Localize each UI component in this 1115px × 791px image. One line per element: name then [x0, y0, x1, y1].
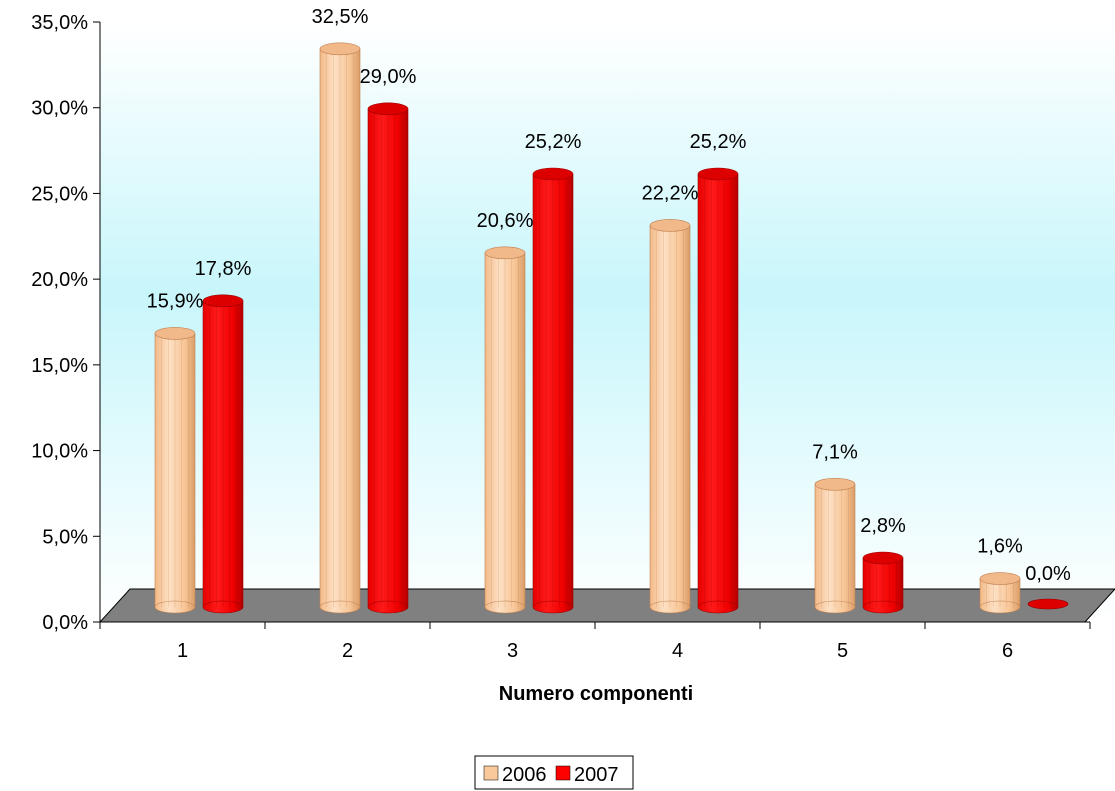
- y-tick-label: 15,0%: [31, 355, 88, 377]
- bar-2007-4: [697, 167, 739, 614]
- bar-2007-2: [367, 102, 409, 614]
- legend-swatch-2006: [483, 765, 499, 781]
- bar-top: [484, 246, 526, 260]
- chart-floor: [98, 588, 1115, 623]
- bar-2006-5: [814, 477, 856, 614]
- plot-background: [100, 22, 1115, 622]
- bars-layer: [154, 42, 1069, 614]
- x-tick-label: 5: [837, 640, 848, 662]
- bar-2006-4: [649, 219, 691, 614]
- x-axis: 1 2 3 4 5 6: [99, 621, 1091, 662]
- x-tick-label: 2: [342, 640, 353, 662]
- bar-top: [154, 327, 196, 340]
- y-tick-label: 25,0%: [31, 183, 88, 205]
- y-tick-label: 35,0%: [31, 12, 88, 34]
- data-labels-layer: 15,9% 17,8% 32,5% 29,0% 20,6% 25,2% 22,2% 25,2%…: [147, 6, 1071, 585]
- legend: 2006 2007: [474, 755, 634, 790]
- y-tick-label: 5,0%: [42, 526, 88, 548]
- bar-top: [319, 42, 361, 56]
- x-tick-label: 6: [1002, 640, 1013, 662]
- data-label: 22,2%: [642, 182, 699, 204]
- bar-top: [367, 102, 409, 116]
- data-label: 17,8%: [195, 258, 252, 280]
- bar-top: [979, 572, 1021, 585]
- x-tick-label: 3: [507, 640, 518, 662]
- bar-2006-3: [484, 246, 526, 614]
- x-tick-label: 1: [177, 640, 188, 662]
- data-label: 20,6%: [477, 210, 534, 232]
- bar-top: [649, 219, 691, 232]
- y-axis: 0,0% 5,0% 10,0% 15,0% 20,0% 25,0% 30,0% 35,0%: [31, 12, 101, 634]
- bar-2006-2: [319, 42, 361, 614]
- legend-swatch-2007: [555, 765, 571, 781]
- legend-label-2006: 2006: [502, 764, 547, 786]
- bar-top: [202, 294, 244, 308]
- x-axis-title: Numero componenti: [499, 683, 693, 705]
- bar-2007-1: [202, 294, 244, 614]
- y-tick-label: 10,0%: [31, 441, 88, 463]
- data-label: 25,2%: [690, 131, 747, 153]
- data-label: 0,0%: [1025, 563, 1071, 585]
- x-tick-label: 4: [672, 640, 683, 662]
- bar-top: [862, 551, 904, 565]
- data-label: 29,0%: [360, 66, 417, 88]
- data-label: 7,1%: [812, 441, 858, 463]
- bar-2006-1: [154, 327, 196, 614]
- data-label: 2,8%: [860, 515, 906, 537]
- y-tick-label: 30,0%: [31, 98, 88, 120]
- legend-label-2007: 2007: [574, 764, 619, 786]
- bar-2006-6: [979, 572, 1021, 614]
- bar-top: [697, 167, 739, 181]
- bar-top: [1027, 598, 1069, 610]
- data-label: 25,2%: [525, 131, 582, 153]
- bar-2007-5: [862, 551, 904, 614]
- y-tick-label: 20,0%: [31, 269, 88, 291]
- bar-top: [814, 477, 856, 491]
- data-label: 1,6%: [977, 536, 1023, 558]
- data-label: 15,9%: [147, 290, 204, 312]
- bar-2007-6: [1027, 598, 1069, 610]
- legend-box: [474, 755, 634, 790]
- bar-2007-3: [532, 167, 574, 614]
- y-tick-label: 0,0%: [42, 612, 88, 634]
- data-label: 32,5%: [312, 6, 369, 28]
- bar-top: [532, 167, 574, 181]
